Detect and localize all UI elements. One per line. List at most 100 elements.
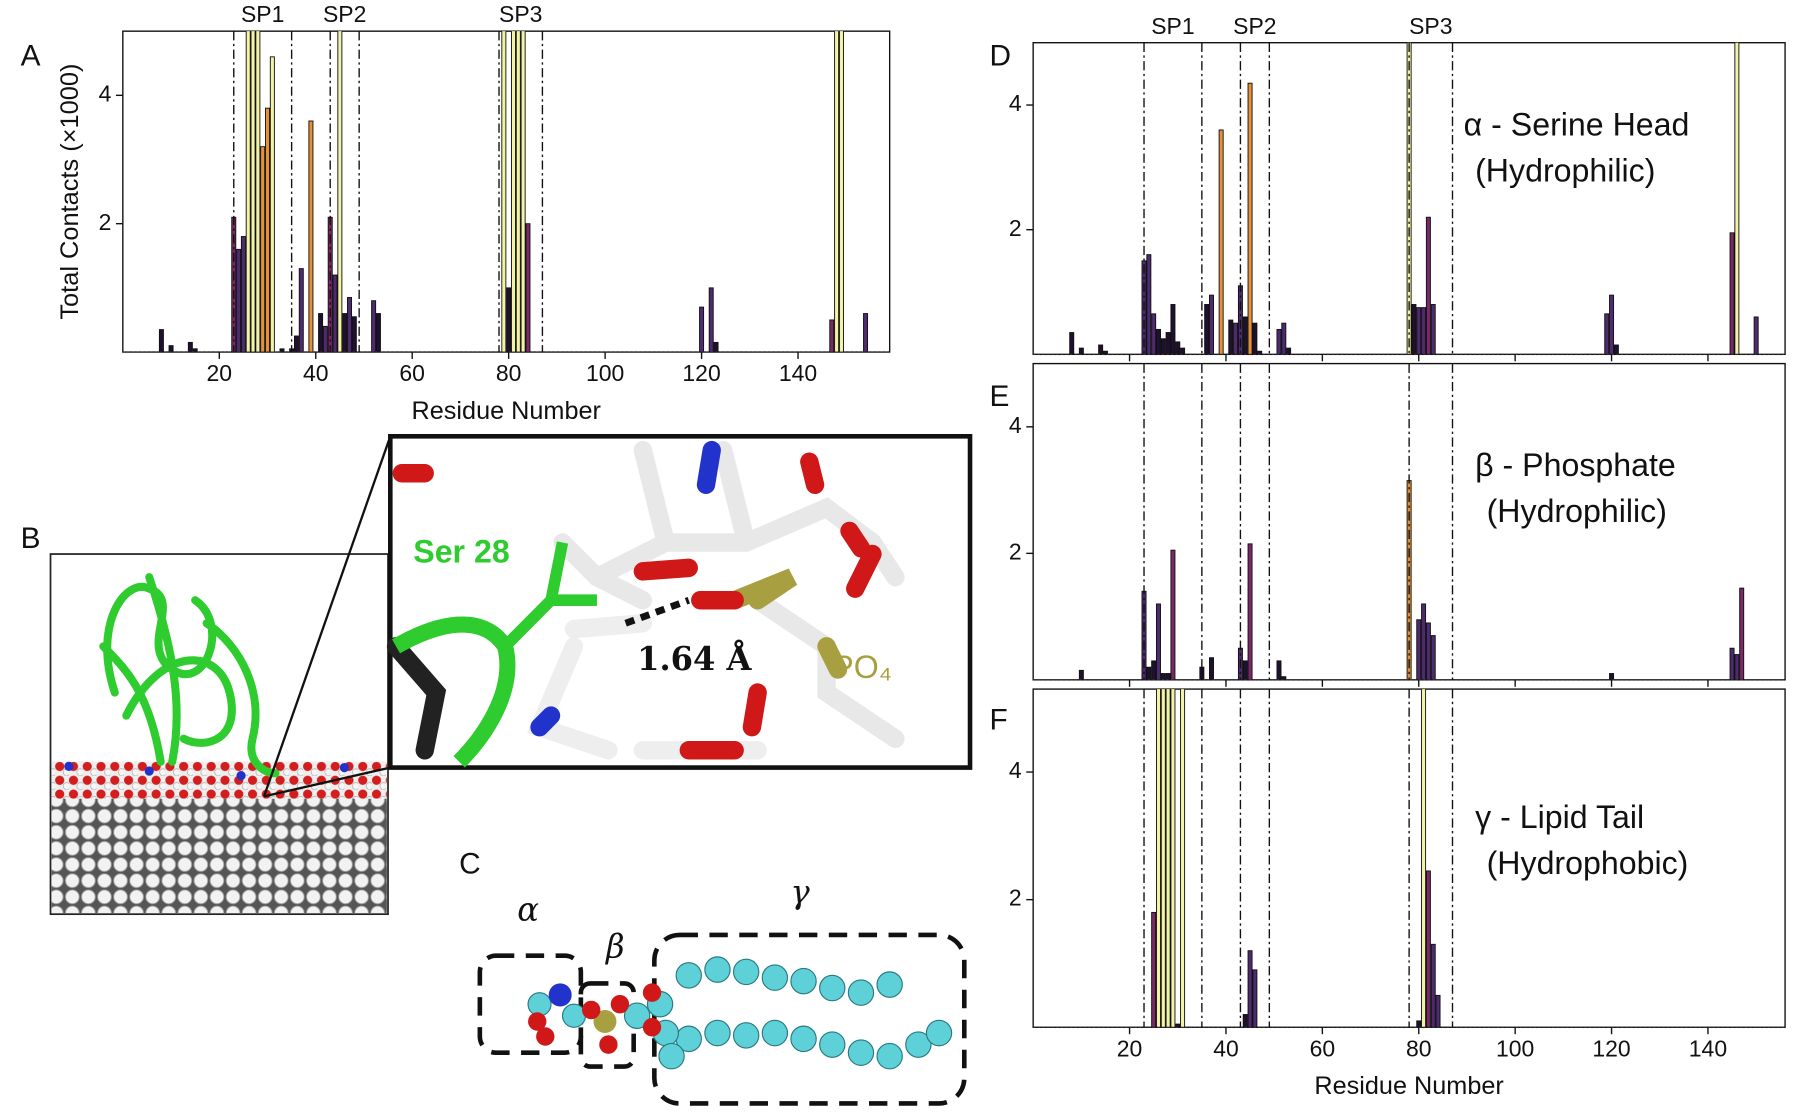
bar: [501, 31, 507, 353]
bar: [1151, 911, 1157, 1028]
y-axis-label: Total Contacts (×1000): [56, 64, 84, 320]
membrane-render: [49, 435, 392, 916]
bar: [863, 313, 869, 353]
bar: [298, 268, 304, 353]
bar: [834, 31, 840, 353]
distance-label: 1.64 Å: [637, 640, 752, 678]
y-tick-label: 2: [1009, 538, 1022, 564]
bar: [332, 274, 338, 353]
chart: SP1 SP2 SP3 2 4 Dα - Serine Head (Hydrophilic): [990, 13, 1786, 362]
bar: [158, 329, 164, 353]
bar: [1155, 689, 1161, 1028]
lipid-part-label: α: [517, 890, 539, 928]
bar: [265, 107, 271, 353]
bar: [1416, 1020, 1422, 1028]
bar: [713, 341, 719, 353]
bar: [515, 31, 521, 353]
bar: [1252, 969, 1258, 1028]
bar: [1233, 322, 1239, 355]
bar: [1170, 689, 1176, 1028]
bar: [293, 335, 299, 353]
bar: [1160, 338, 1166, 355]
bar: [1281, 676, 1287, 680]
bar: [245, 31, 251, 353]
bar: [829, 319, 835, 353]
bar: [510, 31, 516, 353]
x-tick-label: 20: [1117, 1035, 1143, 1061]
lipid-part-label: γ: [791, 873, 811, 911]
bar: [1155, 603, 1161, 680]
annotation: (Hydrophilic): [1475, 153, 1655, 189]
lipid-render: [477, 932, 967, 1106]
bar: [1078, 347, 1084, 355]
bar: [1247, 82, 1253, 355]
y-tick-label: 4: [1009, 412, 1022, 438]
bar: [1078, 669, 1084, 680]
bar: [1416, 307, 1422, 355]
bar: [1425, 870, 1431, 1028]
x-tick-label: 120: [682, 360, 720, 386]
bar: [337, 31, 343, 353]
bar: [375, 313, 381, 353]
bar: [1170, 304, 1176, 355]
bar: [250, 31, 256, 353]
bar: [1435, 994, 1441, 1028]
annotation: (Hydrophobic): [1487, 845, 1689, 881]
x-tick-label: 120: [1592, 1035, 1630, 1061]
bar: [322, 325, 328, 353]
bar: [371, 300, 377, 353]
inset-render: [386, 433, 973, 770]
y-tick-label: 2: [1009, 885, 1022, 911]
bar: [1430, 304, 1436, 355]
bar: [1753, 316, 1759, 355]
x-axis-label: Residue Number: [412, 397, 602, 425]
y-tick-label: 2: [99, 209, 112, 235]
panel-label: D: [990, 40, 1012, 73]
bar: [1102, 350, 1108, 355]
bar: [1146, 254, 1152, 355]
bar: [1155, 328, 1161, 355]
bar: [1160, 689, 1166, 1028]
y-tick-label: 4: [99, 80, 112, 106]
bar: [1228, 319, 1234, 355]
bar: [236, 248, 242, 353]
bar: [255, 31, 261, 353]
bar: [1430, 635, 1436, 680]
bar: [1276, 328, 1282, 355]
bar: [1170, 549, 1176, 680]
bar: [1430, 943, 1436, 1028]
annotation: α - Serine Head: [1464, 106, 1690, 142]
panel-label: E: [990, 380, 1010, 413]
bar: [1180, 347, 1186, 355]
bar: [1421, 307, 1427, 355]
bar: [838, 31, 844, 353]
bar: [1180, 689, 1186, 1028]
y-tick-label: 4: [1009, 90, 1022, 116]
bar: [1276, 660, 1282, 680]
bar: [1165, 332, 1171, 355]
bar: [1609, 294, 1615, 355]
bar: [1242, 660, 1248, 680]
region-label: SP2: [1233, 13, 1276, 39]
bar: [1247, 543, 1253, 680]
bar: [1242, 316, 1248, 355]
bar: [1421, 689, 1427, 1028]
bar: [708, 287, 714, 353]
bar: [1160, 673, 1166, 680]
x-tick-label: 60: [1310, 1035, 1336, 1061]
x-tick-label: 80: [496, 360, 522, 386]
bar: [1739, 587, 1745, 680]
bar: [347, 297, 352, 353]
panel-label: A: [21, 40, 41, 73]
group-label: PO₄: [832, 649, 892, 685]
bar: [1165, 673, 1171, 680]
bar: [1416, 619, 1422, 680]
bar: [1425, 622, 1431, 680]
bar: [192, 348, 198, 353]
x-tick-label: 20: [207, 360, 233, 386]
bar: [1146, 666, 1152, 680]
x-tick-label: 100: [1496, 1035, 1534, 1061]
y-tick-label: 4: [1009, 757, 1022, 783]
bar: [1734, 42, 1740, 355]
